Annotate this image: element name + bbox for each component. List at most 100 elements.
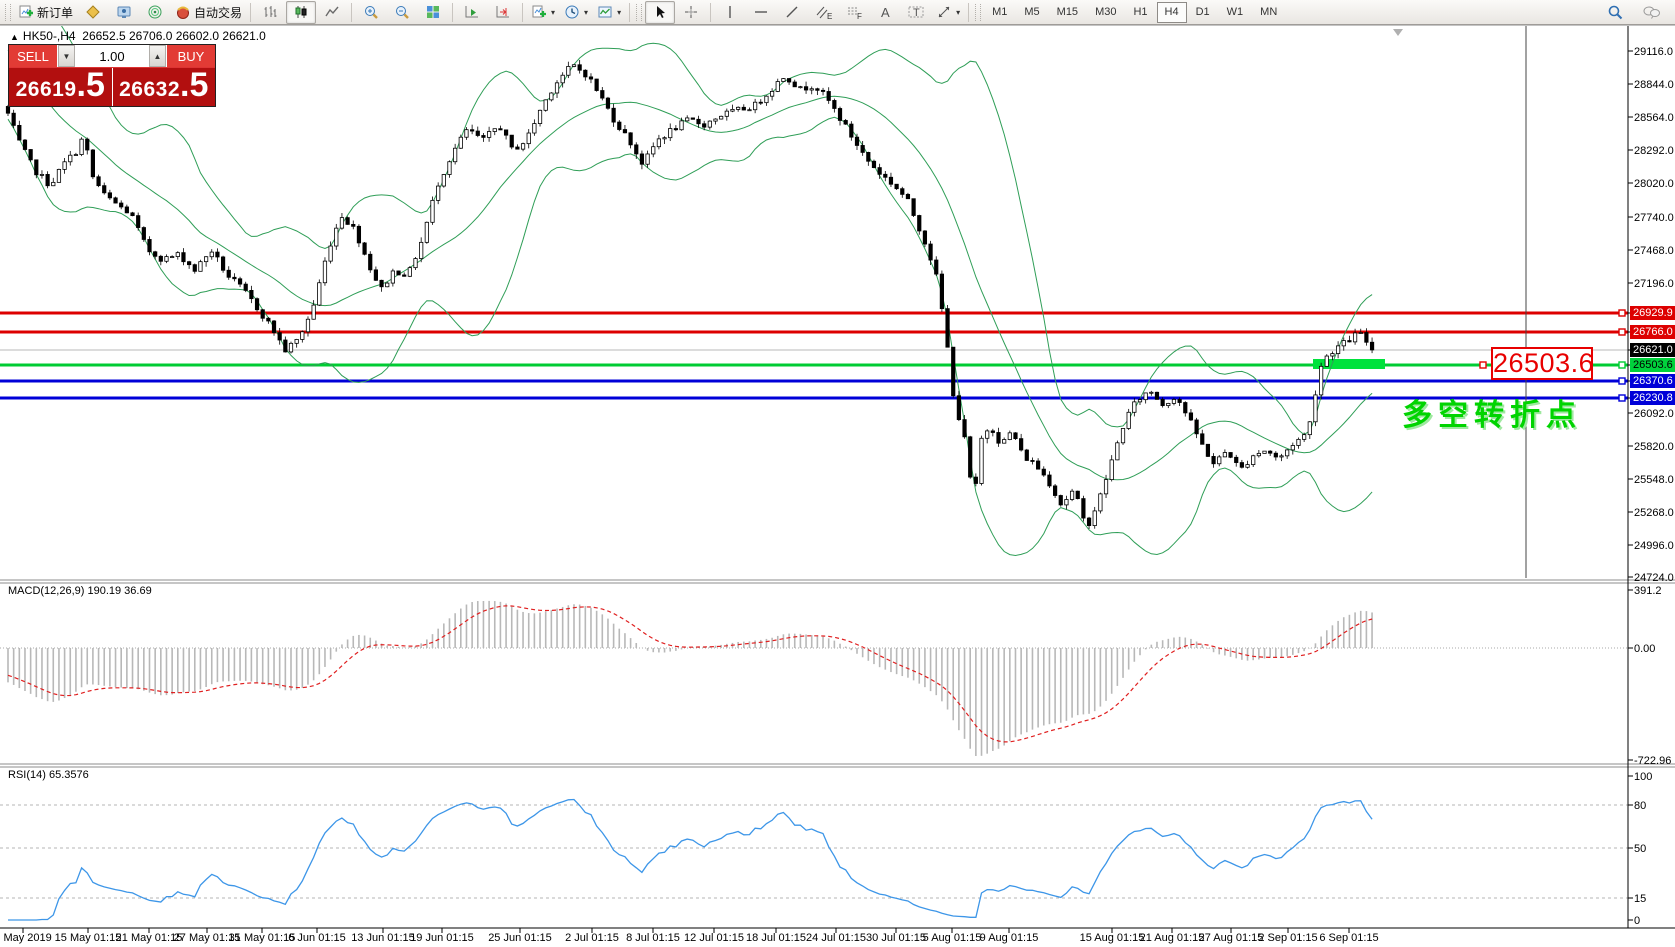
macd-panel: [0, 600, 1628, 756]
time-tick-label: 2 Jul 01:15: [565, 932, 619, 944]
time-tick-label: 27 May 01:15: [174, 932, 241, 944]
line-handle-marker[interactable]: [1618, 309, 1626, 317]
auto-scroll-button[interactable]: [457, 1, 487, 24]
toolbar-separator: [629, 2, 631, 22]
bar-chart-button[interactable]: [255, 1, 285, 24]
fibonacci-button[interactable]: F: [839, 1, 869, 24]
toolbar-separator: [968, 2, 970, 22]
label-button[interactable]: T: [901, 1, 931, 24]
time-tick-label: 2 Sep 01:15: [1258, 932, 1317, 944]
autotrading-button[interactable]: 自动交易: [171, 1, 246, 24]
bollinger-lower-band: [7, 116, 1373, 557]
time-tick-label: 6 Sep 01:15: [1319, 932, 1378, 944]
toolbar-separator: [250, 2, 252, 22]
chart-shift-button[interactable]: [488, 1, 518, 24]
line-handle-marker[interactable]: [1618, 328, 1626, 336]
bollinger-middle-band: [7, 49, 1373, 481]
search-button[interactable]: [1600, 1, 1630, 24]
indicators-button[interactable]: ▾: [527, 1, 559, 24]
time-tick-label: 19 Jun 01:15: [410, 932, 474, 944]
remote-screen-button[interactable]: [109, 1, 139, 24]
main-price-panel: [0, 26, 1628, 578]
fibonacci-icon: F: [847, 7, 862, 20]
price-tick-label: 26092.0: [1634, 408, 1674, 420]
timeframe-w1-button[interactable]: W1: [1226, 6, 1244, 18]
zoom-out-button[interactable]: [387, 1, 417, 24]
trendline-icon: [786, 6, 798, 18]
line-chart-button[interactable]: [317, 1, 347, 24]
dropdown-caret-icon: ▾: [617, 7, 622, 17]
horizontal-line-button[interactable]: [746, 1, 776, 24]
price-tag: 26929.9: [1630, 306, 1675, 320]
volume-value[interactable]: 1.00: [75, 45, 149, 67]
label-anchor-marker[interactable]: [1479, 361, 1487, 369]
toolbar-grip: [975, 3, 982, 21]
price-tick-label: 28292.0: [1634, 145, 1674, 157]
periods-clock-icon: [565, 5, 579, 19]
timeframe-h4-button[interactable]: H4: [1156, 1, 1187, 23]
equidistant-channel-button[interactable]: E: [808, 1, 838, 24]
remote-screen-icon: [117, 6, 131, 18]
symbol-info: ▲ HK50-,H4 26652.5 26706.0 26602.0 26621.…: [10, 29, 266, 43]
equidistant-channel-icon: E: [816, 6, 832, 20]
zoom-in-icon: [365, 6, 378, 19]
label-icon: T: [908, 6, 924, 19]
volume-down-button[interactable]: ▼: [58, 45, 75, 67]
crosshair-button[interactable]: [676, 1, 706, 24]
buy-button[interactable]: BUY: [167, 45, 215, 67]
rsi-tick-label: 100: [1634, 771, 1652, 783]
sell-price-frac: .5: [76, 66, 105, 104]
chart-shift-marker[interactable]: [1393, 29, 1403, 36]
vertical-line-button[interactable]: [715, 1, 745, 24]
volume-up-button[interactable]: ▲: [149, 45, 166, 67]
gold-seal-button[interactable]: [78, 1, 108, 24]
timeframe-m30-button[interactable]: M30: [1095, 6, 1117, 18]
timeframe-m5-button[interactable]: M5: [1024, 6, 1040, 18]
price-tag: 26230.8: [1630, 391, 1675, 405]
panel-collapse-icon[interactable]: ▲: [10, 32, 19, 42]
line-handle-marker[interactable]: [1618, 361, 1626, 369]
buy-price[interactable]: 26632.5: [111, 66, 215, 106]
toolbar-separator: [351, 2, 353, 22]
candlestick-chart-button[interactable]: [286, 0, 317, 24]
line-chart-icon: [325, 6, 339, 17]
timeframe-m15-button[interactable]: M15: [1056, 6, 1079, 18]
new-order-button[interactable]: 新订单: [14, 1, 77, 24]
symbol-name: HK50-,H4: [22, 29, 76, 43]
line-handle-marker[interactable]: [1618, 377, 1626, 385]
timeframe-d1-button[interactable]: D1: [1195, 6, 1210, 18]
channel-letter: E: [827, 12, 832, 20]
gold-seal-icon: [86, 5, 100, 19]
time-tick-label: 8 May 2019: [0, 932, 52, 944]
autotrading-icon: [177, 6, 190, 19]
price-tag: 26370.6: [1630, 374, 1675, 388]
shapes-button[interactable]: ▾: [932, 1, 964, 24]
time-tick-label: 30 Jul 01:15: [866, 932, 926, 944]
zoom-in-button[interactable]: [356, 1, 386, 24]
buy-price-frac: .5: [180, 66, 209, 104]
timeframe-m1-button[interactable]: M1: [992, 6, 1008, 18]
fibonacci-letter: F: [857, 12, 862, 20]
turning-point-annotation: 多空转折点: [1402, 399, 1582, 432]
periods-button[interactable]: ▾: [560, 1, 592, 24]
sell-button[interactable]: SELL: [9, 45, 57, 67]
trendline-button[interactable]: [777, 1, 807, 24]
price-tick-label: 25268.0: [1634, 507, 1674, 519]
crosshair-icon: [685, 6, 698, 18]
price-tick-label: 28844.0: [1634, 79, 1674, 91]
cursor-button[interactable]: [645, 0, 676, 24]
green-zone-rectangle[interactable]: [1313, 359, 1385, 369]
toolbar-separator: [452, 2, 454, 22]
timeframe-h1-button[interactable]: H1: [1133, 6, 1148, 18]
templates-button[interactable]: ▾: [593, 1, 625, 24]
sell-price[interactable]: 26619.5: [9, 68, 112, 106]
line-handle-marker[interactable]: [1618, 394, 1626, 402]
new-order-icon: [19, 5, 33, 18]
tile-windows-button[interactable]: [418, 1, 448, 24]
text-button[interactable]: A: [870, 1, 900, 24]
chat-button[interactable]: [1636, 1, 1666, 24]
timeframe-mn-button[interactable]: MN: [1260, 6, 1278, 18]
broadcast-button[interactable]: [140, 1, 170, 24]
one-click-trading-panel: SELL ▼ 1.00 ▲ BUY 26619.5 26632.5: [8, 44, 216, 107]
